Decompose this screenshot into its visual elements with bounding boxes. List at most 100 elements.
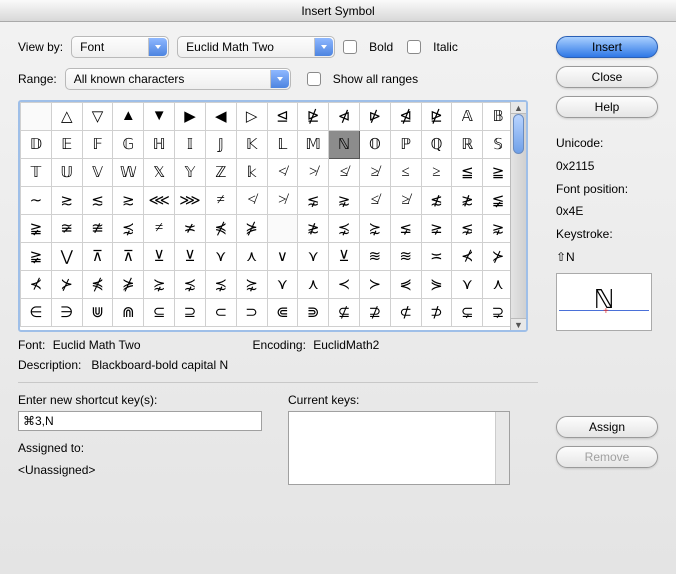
symbol-cell[interactable]: ℍ bbox=[144, 131, 175, 159]
symbol-cell[interactable]: ⊴ bbox=[267, 103, 298, 131]
symbol-cell[interactable]: ≰ bbox=[329, 159, 360, 187]
symbol-cell[interactable]: ⊅ bbox=[421, 299, 452, 327]
symbol-cell[interactable]: ⋧ bbox=[483, 215, 514, 243]
symbol-cell[interactable]: ∨ bbox=[267, 243, 298, 271]
symbol-cell[interactable]: ⋒ bbox=[113, 299, 144, 327]
symbol-cell[interactable]: ∈ bbox=[21, 299, 52, 327]
symbol-cell[interactable]: ⊄ bbox=[390, 299, 421, 327]
symbol-cell[interactable]: ⋎ bbox=[298, 243, 329, 271]
symbol-grid[interactable]: △▽▲▼▶◀▷⊴⋭⋪⋫⋬⋭𝔸𝔹𝔻𝔼𝔽𝔾ℍ𝕀𝕁𝕂𝕃𝕄ℕ𝕆ℙℚℝ𝕊𝕋𝕌𝕍𝕎𝕏𝕐ℤ𝕜≮… bbox=[18, 100, 528, 332]
scroll-down-arrow[interactable]: ▼ bbox=[511, 318, 526, 330]
font-select[interactable]: Euclid Math Two bbox=[177, 36, 335, 58]
symbol-cell[interactable]: 𝔹 bbox=[483, 103, 514, 131]
symbol-cell[interactable]: ⋙ bbox=[175, 187, 206, 215]
symbol-cell[interactable]: ⋪ bbox=[329, 103, 360, 131]
symbol-cell[interactable]: ⋬ bbox=[390, 103, 421, 131]
symbol-cell[interactable]: ≲ bbox=[82, 187, 113, 215]
symbol-cell[interactable]: 𝕌 bbox=[51, 159, 82, 187]
symbol-cell[interactable]: ⊁ bbox=[483, 243, 514, 271]
symbol-cell[interactable]: ⋏ bbox=[298, 271, 329, 299]
symbol-cell[interactable]: ▼ bbox=[144, 103, 175, 131]
symbol-cell[interactable]: ≭ bbox=[175, 215, 206, 243]
symbol-cell[interactable]: 𝔻 bbox=[21, 131, 52, 159]
symbol-cell[interactable]: ≵ bbox=[452, 187, 483, 215]
symbol-cell[interactable]: ⊇ bbox=[175, 299, 206, 327]
symbol-cell[interactable]: ≰ bbox=[359, 187, 390, 215]
symbol-cell[interactable]: ⊻ bbox=[144, 243, 175, 271]
symbol-cell[interactable]: ⋦ bbox=[298, 187, 329, 215]
symbol-cell[interactable]: ⋁ bbox=[51, 243, 82, 271]
symbol-cell[interactable]: ≍ bbox=[421, 243, 452, 271]
symbol-cell[interactable]: 𝕃 bbox=[267, 131, 298, 159]
symbol-cell[interactable]: ⋟ bbox=[421, 271, 452, 299]
symbol-cell[interactable]: ⋭ bbox=[298, 103, 329, 131]
symbol-cell[interactable]: ⋫ bbox=[359, 103, 390, 131]
symbol-cell[interactable]: ⊃ bbox=[236, 299, 267, 327]
symbol-cell[interactable]: ⋎ bbox=[205, 243, 236, 271]
symbol-cell[interactable]: ⊈ bbox=[329, 299, 360, 327]
symbol-cell[interactable]: ≮ bbox=[267, 159, 298, 187]
symbol-cell[interactable]: ≱ bbox=[390, 187, 421, 215]
symbol-cell[interactable]: 𝔼 bbox=[51, 131, 82, 159]
italic-checkbox[interactable] bbox=[407, 40, 421, 54]
symbol-cell[interactable]: ⋨ bbox=[205, 271, 236, 299]
symbol-cell[interactable]: ⋠ bbox=[205, 215, 236, 243]
symbol-cell[interactable]: 𝕂 bbox=[236, 131, 267, 159]
symbol-cell[interactable]: ⋐ bbox=[267, 299, 298, 327]
symbol-cell[interactable]: ⋨ bbox=[329, 215, 360, 243]
symbol-cell[interactable]: ∋ bbox=[51, 299, 82, 327]
symbol-cell[interactable]: ⪈ bbox=[421, 215, 452, 243]
symbol-cell[interactable]: ⋩ bbox=[359, 215, 390, 243]
symbol-cell[interactable]: ≠ bbox=[144, 215, 175, 243]
symbol-cell[interactable]: ⋏ bbox=[236, 243, 267, 271]
symbol-cell[interactable]: 𝕜 bbox=[236, 159, 267, 187]
symbol-cell[interactable]: ≯ bbox=[298, 159, 329, 187]
symbol-cell[interactable]: ≴ bbox=[421, 187, 452, 215]
symbol-cell[interactable]: 𝕄 bbox=[298, 131, 329, 159]
grid-scrollbar[interactable]: ▲ ▼ bbox=[510, 102, 526, 330]
symbol-cell[interactable]: ≋ bbox=[359, 243, 390, 271]
symbol-cell[interactable]: ≧ bbox=[483, 159, 514, 187]
symbol-cell[interactable]: ⊀ bbox=[21, 271, 52, 299]
symbol-cell[interactable]: ◀ bbox=[205, 103, 236, 131]
insert-button[interactable]: Insert bbox=[556, 36, 658, 58]
symbol-cell[interactable]: ⪇ bbox=[390, 215, 421, 243]
bold-checkbox[interactable] bbox=[343, 40, 357, 54]
symbol-cell[interactable]: ≨ bbox=[483, 187, 514, 215]
symbol-cell[interactable]: 𝔽 bbox=[82, 131, 113, 159]
symbol-cell[interactable]: ≮ bbox=[236, 187, 267, 215]
show-all-checkbox[interactable] bbox=[307, 72, 321, 86]
symbol-cell[interactable]: ℝ bbox=[452, 131, 483, 159]
symbol-cell[interactable]: ⊼ bbox=[113, 243, 144, 271]
symbol-cell[interactable]: △ bbox=[51, 103, 82, 131]
assign-button[interactable]: Assign bbox=[556, 416, 658, 438]
symbol-cell[interactable]: 𝕁 bbox=[205, 131, 236, 159]
symbol-cell[interactable]: ⊻ bbox=[175, 243, 206, 271]
symbol-cell[interactable]: ⊆ bbox=[144, 299, 175, 327]
symbol-cell[interactable]: 𝕆 bbox=[359, 131, 390, 159]
symbol-cell[interactable]: ⊉ bbox=[359, 299, 390, 327]
symbol-cell[interactable]: ⋎ bbox=[452, 271, 483, 299]
symbol-cell[interactable]: ≺ bbox=[329, 271, 360, 299]
symbol-cell[interactable]: 𝕐 bbox=[175, 159, 206, 187]
symbol-cell[interactable]: ≵ bbox=[298, 215, 329, 243]
symbol-cell[interactable]: 𝕍 bbox=[82, 159, 113, 187]
symbol-cell[interactable]: ≳ bbox=[51, 187, 82, 215]
keys-scrollbar[interactable] bbox=[495, 412, 509, 484]
symbol-cell[interactable] bbox=[21, 103, 52, 131]
help-button[interactable]: Help bbox=[556, 96, 658, 118]
symbol-cell[interactable]: 𝔸 bbox=[452, 103, 483, 131]
symbol-cell[interactable]: ⋩ bbox=[236, 271, 267, 299]
symbol-cell[interactable]: ⋦ bbox=[452, 215, 483, 243]
symbol-cell[interactable]: ⋞ bbox=[390, 271, 421, 299]
symbol-cell[interactable]: ≤ bbox=[390, 159, 421, 187]
symbol-cell[interactable]: ⋡ bbox=[236, 215, 267, 243]
symbol-cell[interactable]: ≳ bbox=[113, 187, 144, 215]
symbol-cell[interactable]: ⋨ bbox=[175, 271, 206, 299]
symbol-cell[interactable]: ▲ bbox=[113, 103, 144, 131]
symbol-cell[interactable]: ▽ bbox=[82, 103, 113, 131]
symbol-cell[interactable] bbox=[267, 215, 298, 243]
symbol-cell[interactable]: ⋠ bbox=[82, 271, 113, 299]
shortcut-input[interactable]: ⌘3,N bbox=[18, 411, 262, 431]
scroll-up-arrow[interactable]: ▲ bbox=[511, 102, 526, 114]
